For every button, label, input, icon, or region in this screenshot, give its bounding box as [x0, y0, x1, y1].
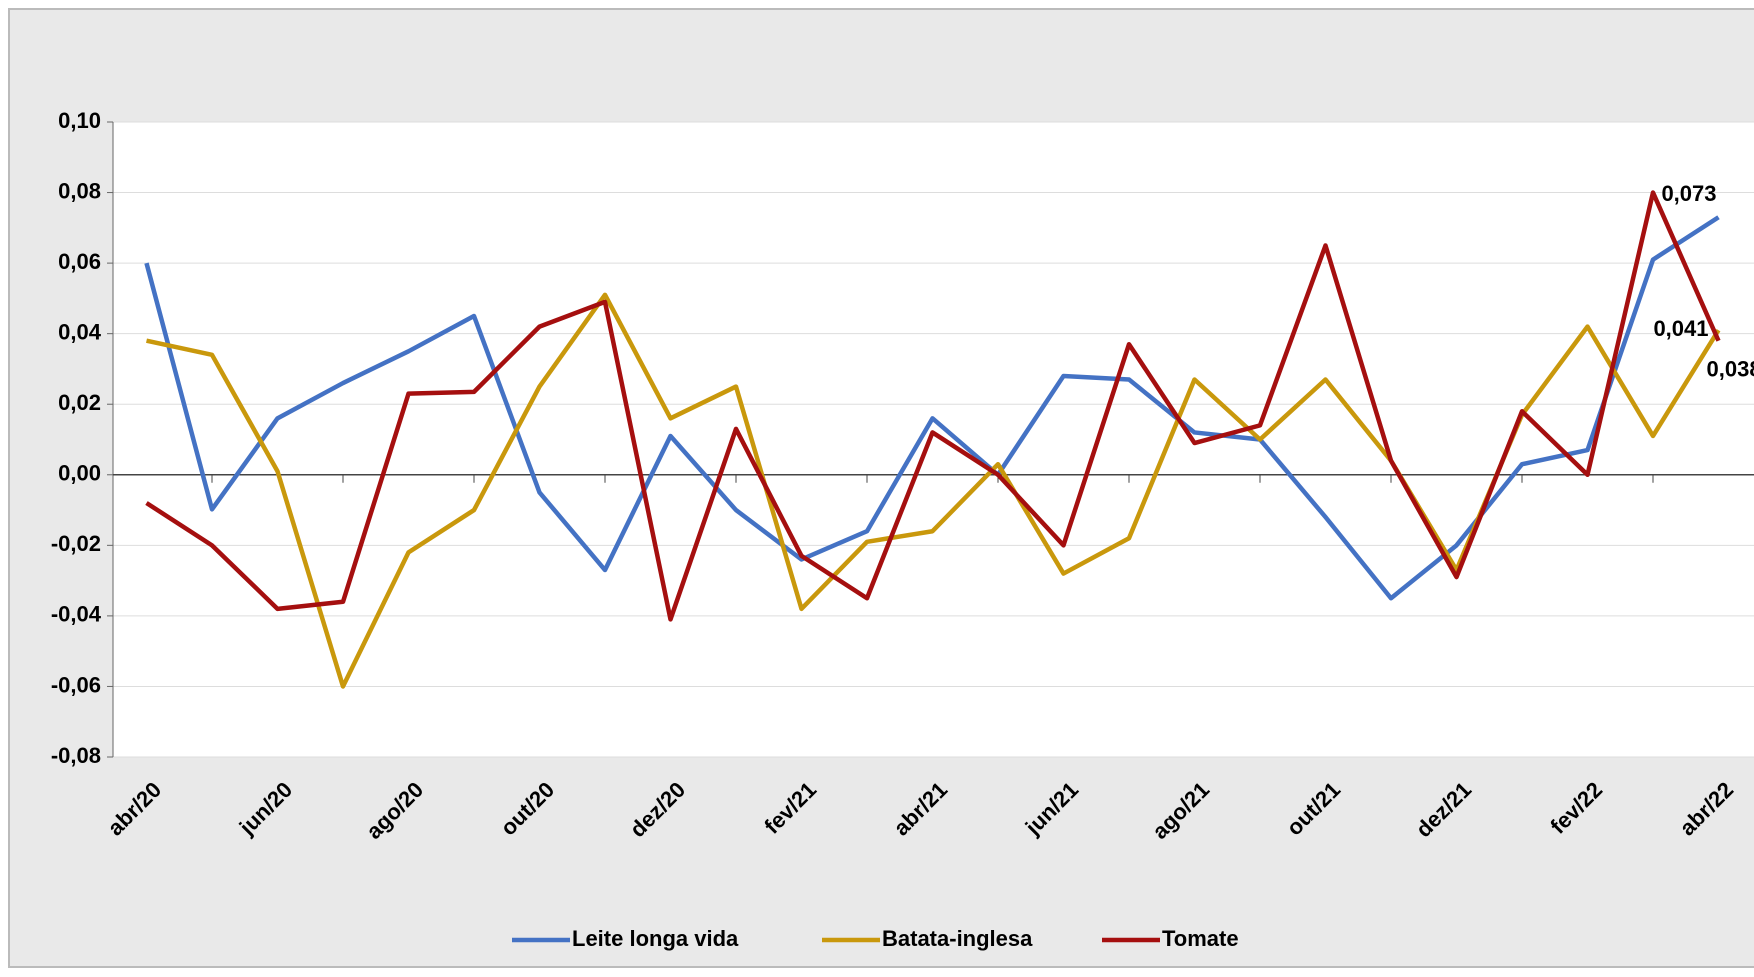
legend-label: Leite longa vida	[572, 926, 739, 951]
y-tick-label: 0,04	[58, 319, 102, 344]
data-label: 0,041	[1653, 316, 1708, 341]
y-tick-label: 0,02	[58, 390, 101, 415]
y-tick-label: 0,06	[58, 249, 101, 274]
y-tick-label: -0,06	[51, 672, 101, 697]
data-label: 0,038	[1707, 357, 1754, 382]
series-line	[145, 190, 1721, 622]
y-tick-label: -0,08	[51, 743, 101, 768]
legend-label: Batata-inglesa	[882, 926, 1033, 951]
y-tick-label: 0,10	[58, 108, 101, 133]
legend-label: Tomate	[1162, 926, 1239, 951]
y-tick-label: 0,00	[58, 461, 101, 486]
series-line	[146, 292, 1721, 689]
y-tick-label: -0,02	[51, 531, 101, 556]
series-line	[144, 215, 1720, 601]
plot-area	[113, 122, 1754, 757]
y-tick-label: -0,04	[51, 602, 102, 627]
data-label: 0,073	[1661, 181, 1716, 206]
y-tick-label: 0,08	[58, 178, 101, 203]
